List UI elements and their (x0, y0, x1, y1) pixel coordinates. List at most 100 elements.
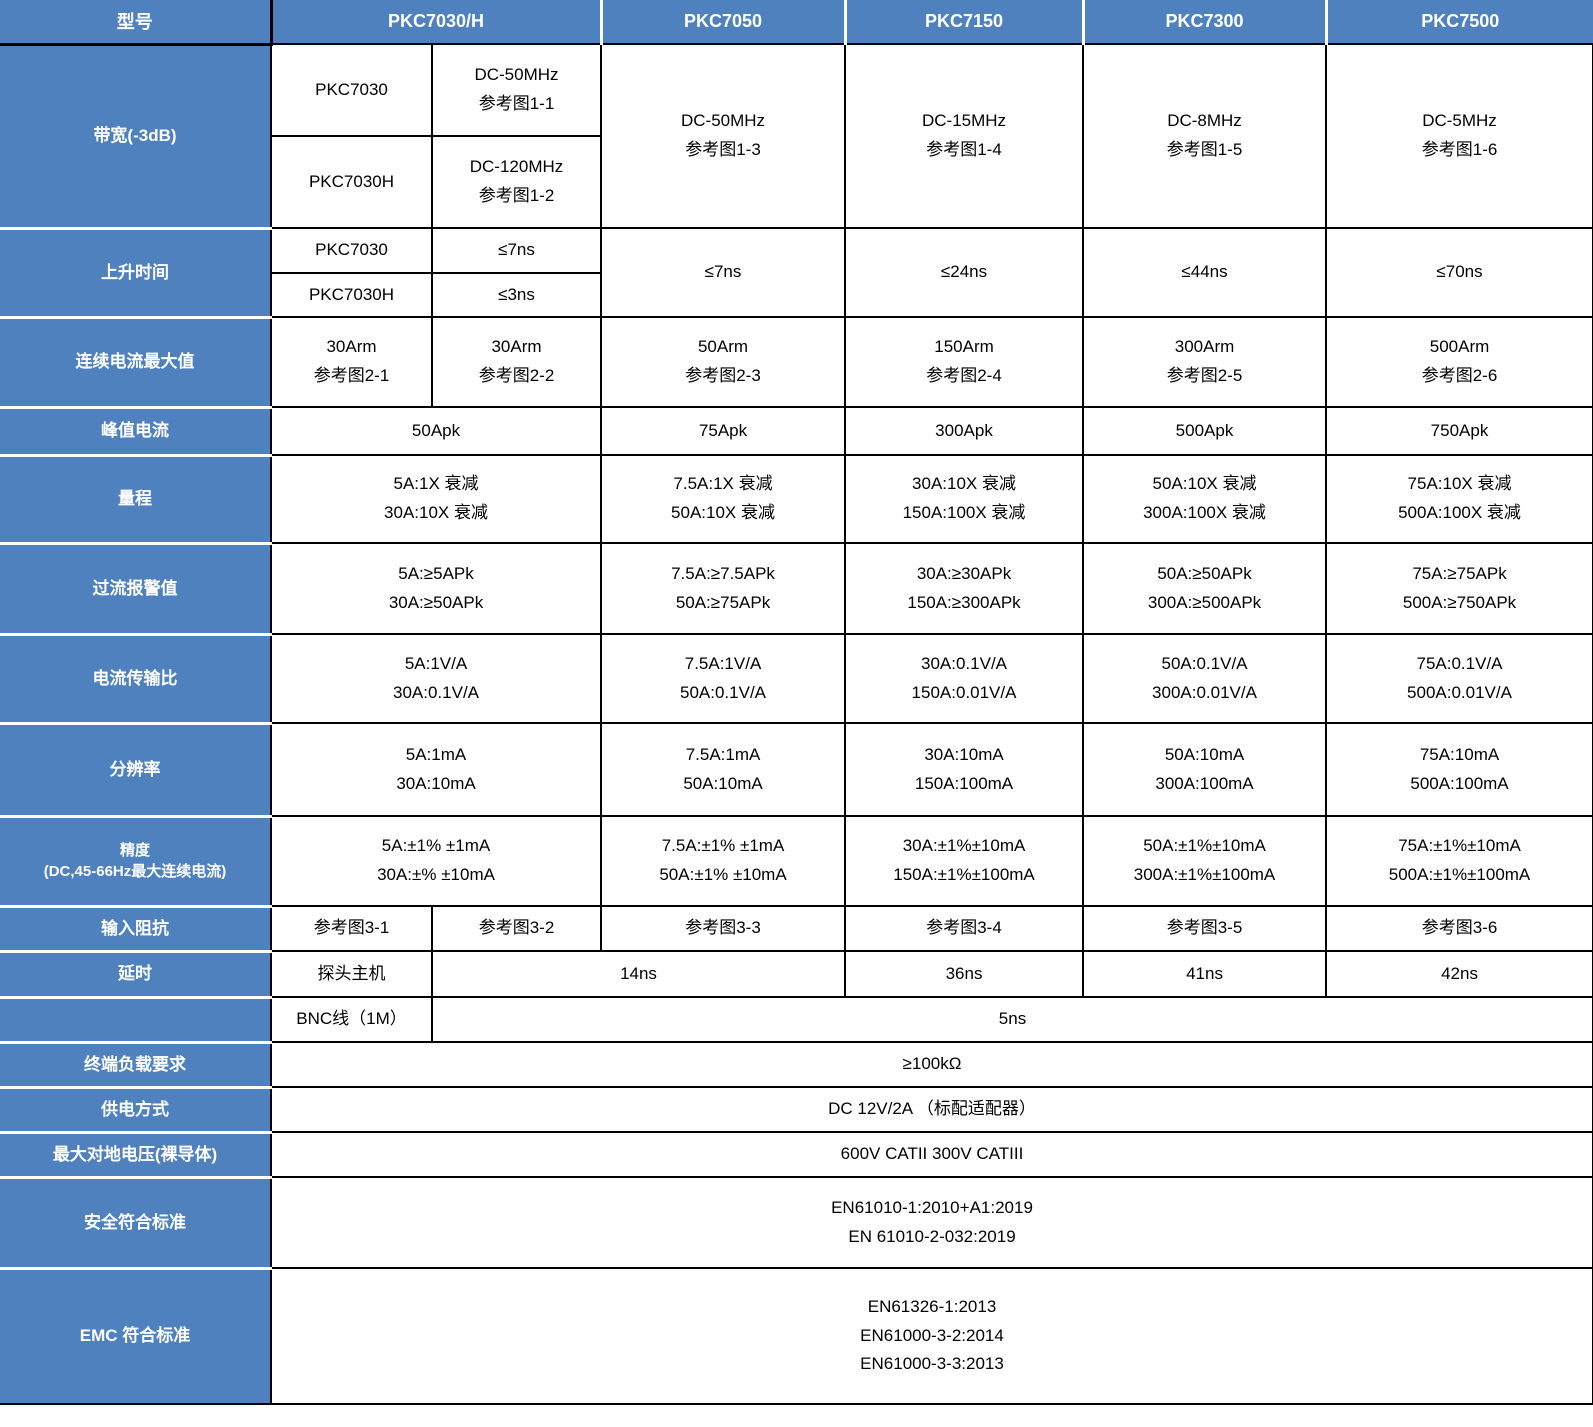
cell-impedance-pkc7050: 参考图3-3 (600, 905, 847, 952)
cell-resolution-pkc7150: 30A:10mA 150A:100mA (844, 722, 1085, 817)
cell-impedance-pkc7300: 参考图3-5 (1082, 905, 1328, 952)
row-label-rise-time: 上升时间 (0, 226, 272, 319)
header-pkc7030h: PKC7030/H (269, 0, 603, 45)
cell-resolution-pkc7050: 7.5A:1mA 50A:10mA (600, 722, 847, 817)
row-resolution: 分辨率 5A:1mA 30A:10mA 7.5A:1mA 50A:10mA 30… (0, 721, 1593, 818)
row-accuracy: 精度 (DC,45-66Hz最大连续电流) 5A:±1% ±1mA 30A:±%… (0, 814, 1593, 908)
row-bandwidth-b: PKC7030H DC-120MHz 参考图1-2 (0, 135, 1593, 229)
cell-resolution-pkc7500: 75A:10mA 500A:100mA (1325, 722, 1593, 817)
cell-peak-pkc7150: 300Apk (844, 406, 1085, 456)
cell-impedance-pkc7500: 参考图3-6 (1325, 905, 1593, 952)
cell-rise-pkc7030h-name: PKC7030H (270, 272, 433, 318)
row-oc-alarm: 过流报警值 5A:≥5APk 30A:≥50APk 7.5A:≥7.5APk 5… (0, 541, 1593, 636)
cell-bandwidth-pkc7030-value: DC-50MHz 参考图1-1 (430, 43, 603, 137)
row-label-impedance: 输入阻抗 (0, 904, 272, 953)
row-label-bnc-empty (0, 995, 272, 1044)
cell-transfer-pkc7500: 75A:0.1V/A 500A:0.01V/A (1325, 633, 1593, 724)
row-max-cont-current: 连续电流最大值 30Arm 参考图2-1 30Arm 参考图2-2 50Arm … (0, 315, 1593, 409)
row-label-power: 供电方式 (0, 1085, 272, 1134)
cell-ground-voltage: 600V CATII 300V CATIII (269, 1131, 1593, 1178)
cell-accuracy-pkc7030h: 5A:±1% ±1mA 30A:±% ±10mA (269, 815, 603, 907)
cell-delay-pkc7300: 41ns (1082, 950, 1328, 998)
cell-alarm-pkc7300: 50A:≥50APk 300A:≥500APk (1082, 542, 1328, 635)
cell-bandwidth-pkc7030h-value: DC-120MHz 参考图1-2 (430, 135, 603, 229)
header-pkc7050: PKC7050 (599, 0, 847, 45)
cell-bandwidth-pkc7030h-name: PKC7030H (270, 135, 433, 229)
cell-alarm-pkc7500: 75A:≥75APk 500A:≥750APk (1325, 542, 1593, 635)
cell-alarm-pkc7030h: 5A:≥5APk 30A:≥50APk (269, 542, 603, 635)
cell-cont-pkc7150: 150Arm 参考图2-4 (844, 316, 1085, 408)
cell-peak-pkc7050: 75Apk (600, 406, 847, 456)
cell-transfer-pkc7150: 30A:0.1V/A 150A:0.01V/A (844, 633, 1085, 724)
cell-range-pkc7150: 30A:10X 衰减 150A:100X 衰减 (844, 454, 1085, 544)
cell-rise-pkc7030h-value: ≤3ns (430, 272, 603, 318)
cell-rise-pkc7030-value: ≤7ns (430, 227, 603, 274)
cell-rise-pkc7300: ≤44ns (1082, 227, 1328, 318)
cell-transfer-pkc7050: 7.5A:1V/A 50A:0.1V/A (600, 633, 847, 724)
row-label-accuracy: 精度 (DC,45-66Hz最大连续电流) (0, 814, 272, 908)
cell-rise-pkc7050: ≤7ns (600, 227, 847, 318)
cell-cont-pkc7050: 50Arm 参考图2-3 (600, 316, 847, 408)
cell-cont-pkc7500: 500Arm 参考图2-6 (1325, 316, 1593, 408)
cell-range-pkc7050: 7.5A:1X 衰减 50A:10X 衰减 (600, 454, 847, 544)
cell-emc: EN61326-1:2013 EN61000-3-2:2014 EN61000-… (269, 1267, 1593, 1405)
cell-peak-pkc7300: 500Apk (1082, 406, 1328, 456)
cell-peak-pkc7500: 750Apk (1325, 406, 1593, 456)
cell-bandwidth-pkc7300: DC-8MHz 参考图1-5 (1082, 43, 1328, 229)
row-safety: 安全符合标准 EN61010-1:2010+A1:2019 EN 61010-2… (0, 1175, 1593, 1270)
cell-peak-pkc7030h: 50Apk (269, 406, 603, 456)
cell-accuracy-pkc7300: 50A:±1%±10mA 300A:±1%±100mA (1082, 815, 1328, 907)
row-terminal-load: 终端负载要求 ≥100kΩ (0, 1040, 1593, 1089)
row-label-transfer: 电流传输比 (0, 632, 272, 725)
cell-bnc-value: 5ns (430, 996, 1593, 1043)
cell-rise-pkc7500: ≤70ns (1325, 227, 1593, 318)
cell-cont-pkc7030: 30Arm 参考图2-1 (270, 316, 433, 408)
row-range: 量程 5A:1X 衰减 30A:10X 衰减 7.5A:1X 衰减 50A:10… (0, 453, 1593, 545)
cell-alarm-pkc7150: 30A:≥30APk 150A:≥300APk (844, 542, 1085, 635)
cell-impedance-pkc7030h: 参考图3-2 (430, 905, 603, 952)
cell-cont-pkc7030h: 30Arm 参考图2-2 (430, 316, 603, 408)
cell-bnc-name: BNC线（1M） (270, 996, 433, 1043)
cell-delay-pkc7150: 36ns (844, 950, 1085, 998)
row-label-bandwidth: 带宽(-3dB) (0, 42, 272, 230)
header-pkc7150: PKC7150 (843, 0, 1085, 45)
cell-accuracy-pkc7150: 30A:±1%±10mA 150A:±1%±100mA (844, 815, 1085, 907)
cell-accuracy-pkc7500: 75A:±1%±10mA 500A:±1%±100mA (1325, 815, 1593, 907)
row-delay: 延时 探头主机 14ns 36ns 41ns 42ns (0, 949, 1593, 999)
row-label-resolution: 分辨率 (0, 721, 272, 818)
header-model-label: 型号 (0, 0, 273, 45)
cell-safety: EN61010-1:2010+A1:2019 EN 61010-2-032:20… (269, 1176, 1593, 1269)
row-transfer: 电流传输比 5A:1V/A 30A:0.1V/A 7.5A:1V/A 50A:0… (0, 632, 1593, 725)
row-rise-time-a: 上升时间 PKC7030 ≤7ns ≤7ns ≤24ns ≤44ns ≤70ns (0, 226, 1593, 319)
cell-cont-pkc7300: 300Arm 参考图2-5 (1082, 316, 1328, 408)
cell-transfer-pkc7300: 50A:0.1V/A 300A:0.01V/A (1082, 633, 1328, 724)
header-pkc7500: PKC7500 (1324, 0, 1593, 45)
row-peak-current: 峰值电流 50Apk 75Apk 300Apk 500Apk 750Apk (0, 405, 1593, 457)
cell-rise-pkc7150: ≤24ns (844, 227, 1085, 318)
row-ground-voltage: 最大对地电压(裸导体) 600V CATII 300V CATIII (0, 1130, 1593, 1179)
row-label-terminal-load: 终端负载要求 (0, 1040, 272, 1089)
cell-alarm-pkc7050: 7.5A:≥7.5APk 50A:≥75APk (600, 542, 847, 635)
cell-accuracy-pkc7050: 7.5A:±1% ±1mA 50A:±1% ±10mA (600, 815, 847, 907)
cell-impedance-pkc7150: 参考图3-4 (844, 905, 1085, 952)
cell-range-pkc7300: 50A:10X 衰减 300A:100X 衰减 (1082, 454, 1328, 544)
row-emc: EMC 符合标准 EN61326-1:2013 EN61000-3-2:2014… (0, 1266, 1593, 1405)
cell-resolution-pkc7030h: 5A:1mA 30A:10mA (269, 722, 603, 817)
cell-rise-pkc7030-name: PKC7030 (270, 227, 433, 274)
cell-range-pkc7500: 75A:10X 衰减 500A:100X 衰减 (1325, 454, 1593, 544)
row-label-ground-voltage: 最大对地电压(裸导体) (0, 1130, 272, 1179)
row-bandwidth-a: 带宽(-3dB) PKC7030 DC-50MHz 参考图1-1 DC-50MH… (0, 42, 1593, 230)
cell-bandwidth-pkc7150: DC-15MHz 参考图1-4 (844, 43, 1085, 229)
row-impedance: 输入阻抗 参考图3-1 参考图3-2 参考图3-3 参考图3-4 参考图3-5 … (0, 904, 1593, 953)
cell-terminal-load: ≥100kΩ (269, 1041, 1593, 1088)
row-label-safety: 安全符合标准 (0, 1175, 272, 1270)
cell-range-pkc7030h: 5A:1X 衰减 30A:10X 衰减 (269, 454, 603, 544)
header-pkc7300: PKC7300 (1081, 0, 1328, 45)
cell-resolution-pkc7300: 50A:10mA 300A:100mA (1082, 722, 1328, 817)
header-row: 型号 PKC7030/H PKC7050 PKC7150 PKC7300 PKC… (0, 0, 1593, 45)
cell-impedance-pkc7030: 参考图3-1 (270, 905, 433, 952)
row-label-peak-current: 峰值电流 (0, 405, 272, 457)
cell-delay-pkc7030h-7050: 14ns (430, 950, 847, 998)
